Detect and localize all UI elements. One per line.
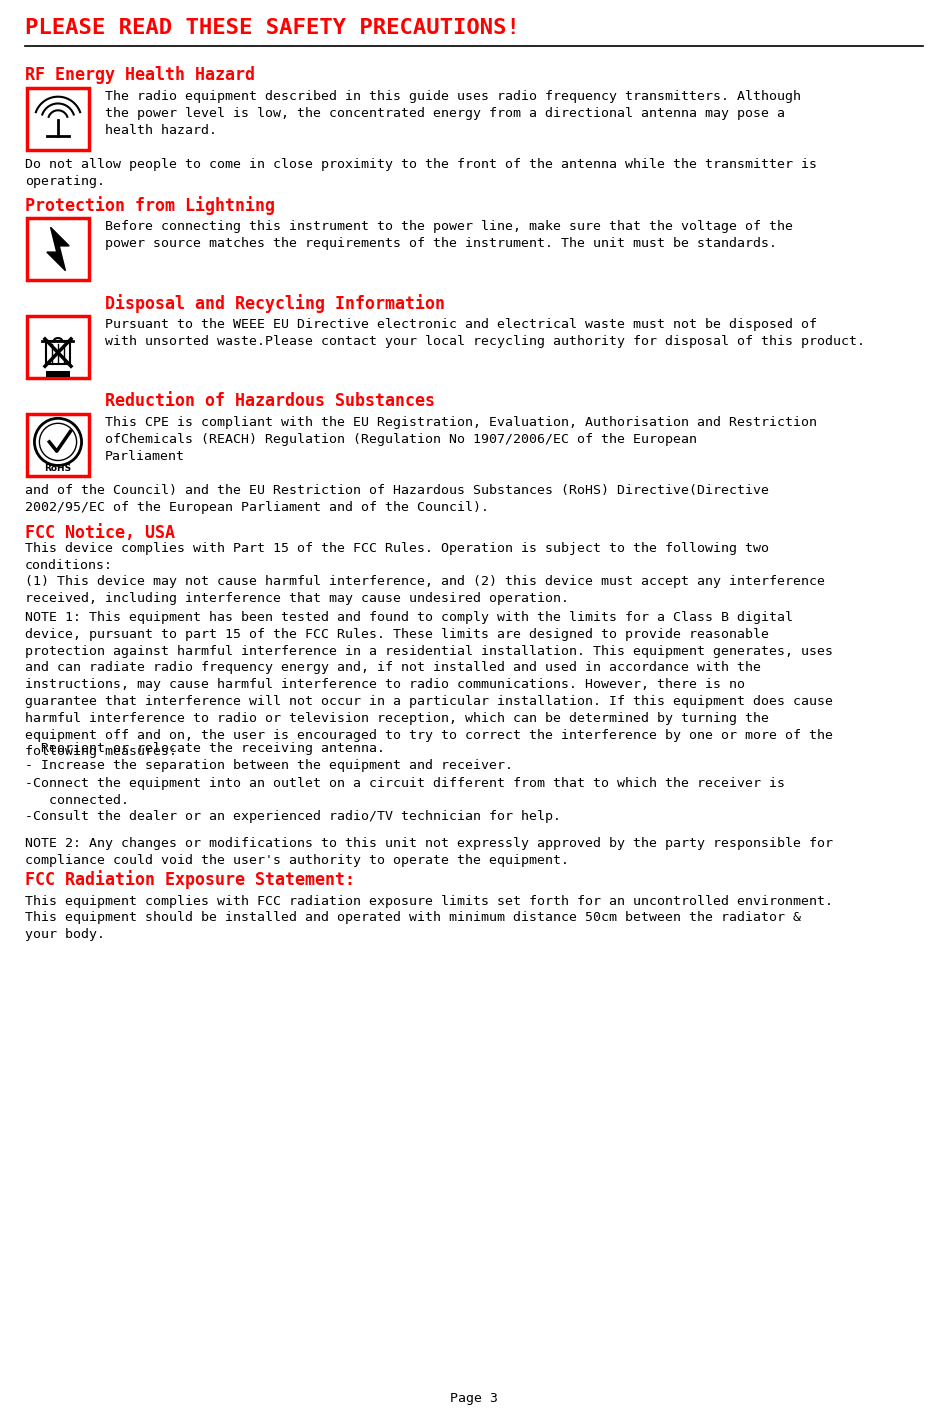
Text: - Increase the separation between the equipment and receiver.: - Increase the separation between the eq… <box>25 760 513 773</box>
Text: This device complies with Part 15 of the FCC Rules. Operation is subject to the : This device complies with Part 15 of the… <box>25 542 769 572</box>
Text: The radio equipment described in this guide uses radio frequency transmitters. A: The radio equipment described in this gu… <box>105 90 801 137</box>
Text: RF Energy Health Hazard: RF Energy Health Hazard <box>25 65 255 84</box>
Text: PLEASE READ THESE SAFETY PRECAUTIONS!: PLEASE READ THESE SAFETY PRECAUTIONS! <box>25 18 520 38</box>
Circle shape <box>34 418 82 465</box>
Text: -Connect the equipment into an outlet on a circuit different from that to which : -Connect the equipment into an outlet on… <box>25 777 785 807</box>
Text: (1) This device may not cause harmful interference, and (2) this device must acc: (1) This device may not cause harmful in… <box>25 575 825 605</box>
Text: and of the Council) and the EU Restriction of Hazardous Substances (RoHS) Direct: and of the Council) and the EU Restricti… <box>25 484 769 514</box>
Circle shape <box>40 423 77 461</box>
Bar <box>46 370 70 377</box>
Text: NOTE 2: Any changes or modifications to this unit not expressly approved by the : NOTE 2: Any changes or modifications to … <box>25 838 833 867</box>
Text: - Reorient or relocate the receiving antenna.: - Reorient or relocate the receiving ant… <box>25 741 385 756</box>
Bar <box>27 88 89 149</box>
Polygon shape <box>46 228 69 270</box>
Text: FCC Radiation Exposure Statement:: FCC Radiation Exposure Statement: <box>25 871 355 889</box>
Text: RoHS: RoHS <box>45 464 71 472</box>
Text: This equipment complies with FCC radiation exposure limits set forth for an unco: This equipment complies with FCC radiati… <box>25 895 833 941</box>
Bar <box>27 316 89 379</box>
Bar <box>27 218 89 280</box>
Text: Pursuant to the WEEE EU Directive electronic and electrical waste must not be di: Pursuant to the WEEE EU Directive electr… <box>105 317 865 347</box>
Text: Reduction of Hazardous Substances: Reduction of Hazardous Substances <box>105 391 435 410</box>
Text: Before connecting this instrument to the power line, make sure that the voltage : Before connecting this instrument to the… <box>105 221 793 250</box>
Text: -Consult the dealer or an experienced radio/TV technician for help.: -Consult the dealer or an experienced ra… <box>25 810 561 822</box>
Bar <box>46 340 70 364</box>
Text: This CPE is compliant with the EU Registration, Evaluation, Authorisation and Re: This CPE is compliant with the EU Regist… <box>105 416 817 462</box>
Bar <box>27 414 89 477</box>
Text: Do not allow people to come in close proximity to the front of the antenna while: Do not allow people to come in close pro… <box>25 158 817 188</box>
Text: Page 3: Page 3 <box>450 1392 498 1405</box>
Text: NOTE 1: This equipment has been tested and found to comply with the limits for a: NOTE 1: This equipment has been tested a… <box>25 610 833 758</box>
Text: Disposal and Recycling Information: Disposal and Recycling Information <box>105 295 445 313</box>
Text: FCC Notice, USA: FCC Notice, USA <box>25 524 175 542</box>
Text: Protection from Lightning: Protection from Lightning <box>25 196 275 215</box>
